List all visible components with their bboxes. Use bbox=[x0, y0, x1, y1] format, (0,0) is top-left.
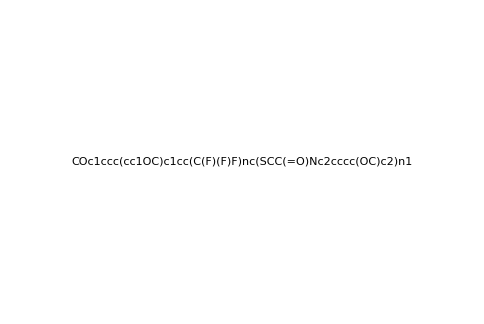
Text: COc1ccc(cc1OC)c1cc(C(F)(F)F)nc(SCC(=O)Nc2cccc(OC)c2)n1: COc1ccc(cc1OC)c1cc(C(F)(F)F)nc(SCC(=O)Nc… bbox=[71, 157, 413, 167]
